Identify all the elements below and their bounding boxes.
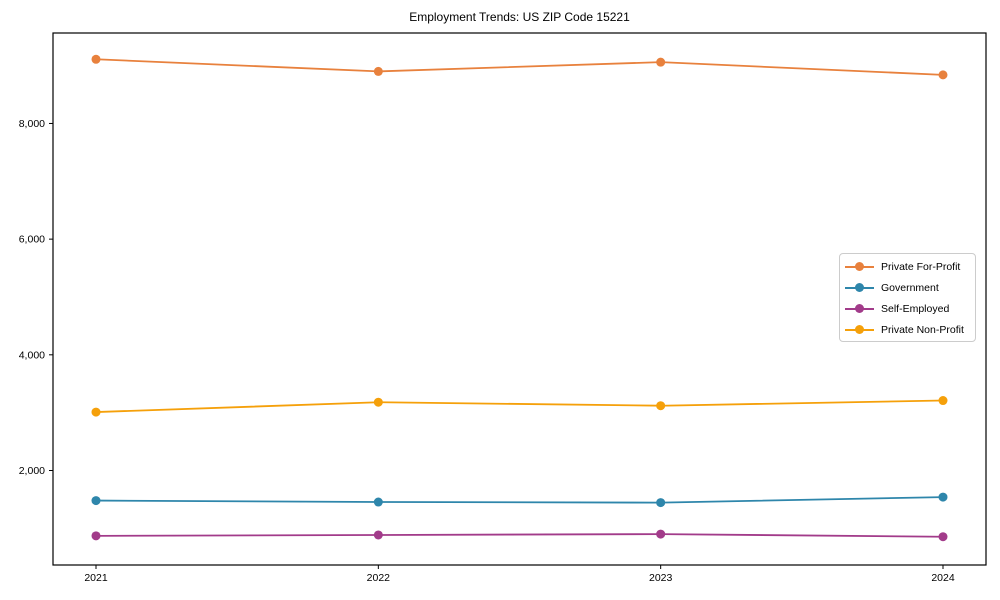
data-point-private-non-profit — [938, 396, 948, 406]
y-tick-label: 2,000 — [19, 465, 45, 477]
x-tick-label: 2024 — [931, 572, 955, 584]
legend-marker-line — [845, 325, 874, 334]
data-point-private-for-profit — [938, 70, 948, 80]
data-point-private-for-profit — [656, 57, 666, 67]
data-point-government — [91, 496, 101, 506]
data-point-private-non-profit — [91, 407, 101, 417]
legend-item-private-non-profit: Private Non-Profit — [845, 319, 975, 340]
x-tick-label: 2021 — [84, 572, 108, 584]
data-point-government — [656, 498, 666, 508]
legend-item-government: Government — [845, 277, 975, 298]
series-line-private-non-profit — [95, 399, 944, 413]
legend-marker-dot — [855, 283, 864, 292]
legend-label: Private For-Profit — [881, 260, 961, 273]
data-point-private-for-profit — [373, 66, 383, 76]
legend-marker-line — [845, 304, 874, 313]
data-point-private-non-profit — [373, 397, 383, 407]
x-tick-label: 2022 — [367, 572, 391, 584]
legend-marker-line — [845, 283, 874, 292]
legend-marker-dot — [855, 262, 864, 271]
series-line-government — [95, 496, 944, 504]
data-point-self-employed — [938, 532, 948, 542]
legend-label: Self-Employed — [881, 302, 950, 315]
legend-marker-line — [845, 262, 874, 271]
data-point-government — [938, 492, 948, 502]
data-point-private-non-profit — [656, 401, 666, 411]
axes-frame — [52, 32, 987, 566]
legend-marker-dot — [855, 325, 864, 334]
chart-title: Employment Trends: US ZIP Code 15221 — [409, 10, 630, 24]
y-tick-label: 6,000 — [19, 234, 45, 246]
legend-label: Government — [881, 281, 939, 294]
data-point-private-for-profit — [91, 54, 101, 64]
series-line-private-for-profit — [95, 58, 944, 76]
data-point-self-employed — [656, 529, 666, 539]
data-point-self-employed — [373, 530, 383, 540]
y-tick-label: 8,000 — [19, 118, 45, 130]
legend-item-self-employed: Self-Employed — [845, 298, 975, 319]
data-point-self-employed — [91, 531, 101, 541]
y-tick-label: 4,000 — [19, 349, 45, 361]
legend-item-private-for-profit: Private For-Profit — [845, 256, 975, 277]
legend-marker-dot — [855, 304, 864, 313]
legend: Private For-Profit Government Self-Emplo… — [839, 253, 976, 342]
legend-label: Private Non-Profit — [881, 323, 964, 336]
series-line-self-employed — [95, 533, 944, 538]
data-point-government — [373, 497, 383, 507]
x-tick-label: 2023 — [649, 572, 673, 584]
